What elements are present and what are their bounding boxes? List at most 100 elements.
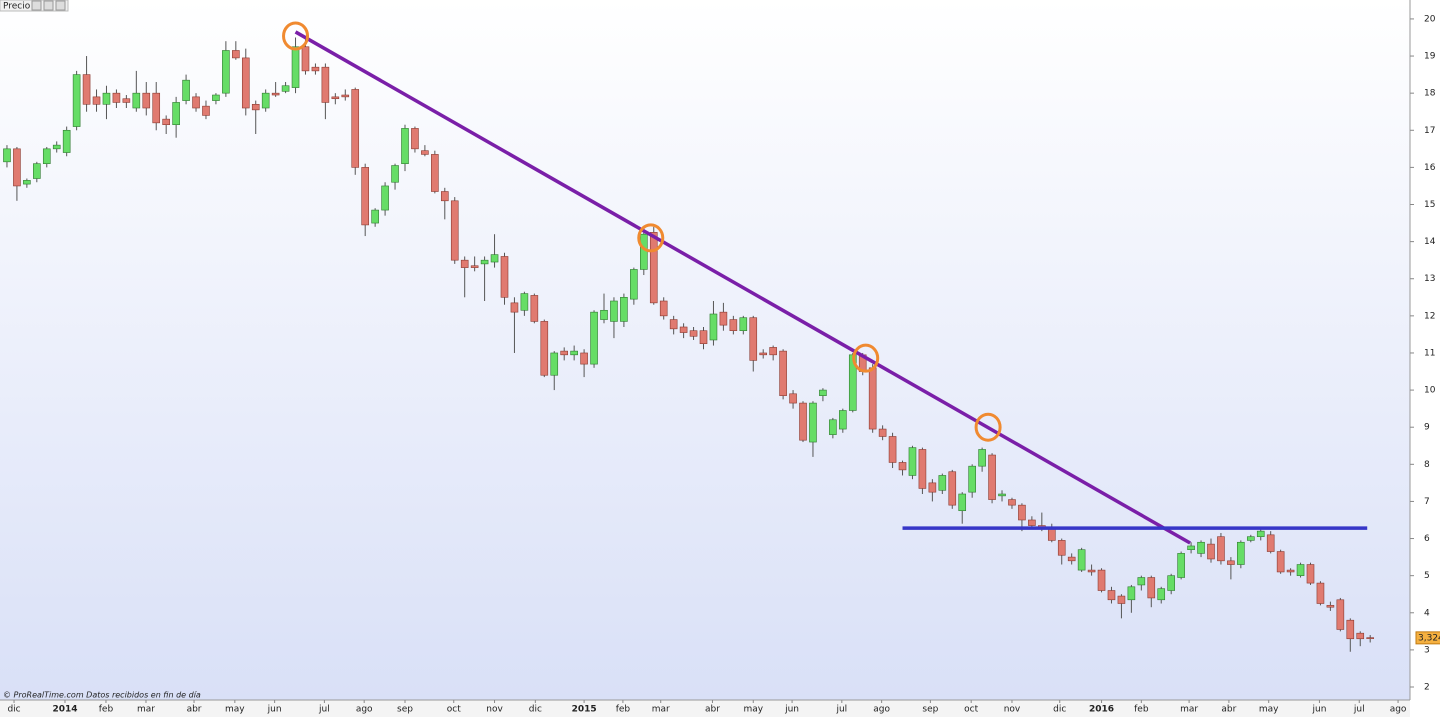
candle-body bbox=[888, 436, 897, 463]
candle-body bbox=[232, 50, 240, 59]
y-tick-label: 4 bbox=[1424, 608, 1430, 618]
candle-body bbox=[1097, 569, 1106, 591]
y-tick-label: 19 bbox=[1424, 52, 1436, 62]
candle-body bbox=[839, 410, 847, 430]
candle-body bbox=[590, 311, 598, 365]
candle-body bbox=[411, 128, 419, 150]
candle-body bbox=[600, 309, 608, 320]
candle-body bbox=[1207, 543, 1215, 560]
x-tick-label: 2016 bbox=[1089, 705, 1114, 715]
candle-body bbox=[431, 154, 439, 192]
y-tick-label: 15 bbox=[1424, 200, 1435, 210]
highlight-circle bbox=[282, 21, 310, 51]
x-tick-label: 2015 bbox=[572, 705, 597, 715]
candle-body bbox=[749, 317, 758, 361]
candle-body bbox=[33, 163, 41, 179]
candle-body bbox=[391, 165, 399, 183]
candle-body bbox=[1167, 575, 1175, 591]
candle-body bbox=[649, 232, 658, 304]
x-tick-label: may bbox=[743, 705, 763, 715]
candle-body bbox=[928, 482, 937, 493]
candle-body bbox=[1227, 560, 1235, 565]
x-tick-label: sep bbox=[922, 705, 938, 715]
candle-body bbox=[132, 92, 141, 109]
candle-body bbox=[72, 74, 81, 127]
candle-body bbox=[958, 493, 967, 512]
x-tick-label: jun bbox=[1311, 705, 1326, 715]
candle-body bbox=[1336, 599, 1345, 630]
y-tick-label: 6 bbox=[1424, 534, 1430, 544]
candle-body bbox=[1117, 595, 1126, 604]
candle-body bbox=[1306, 564, 1315, 584]
zoom-out-icon[interactable] bbox=[55, 0, 66, 11]
zoom-in-icon[interactable] bbox=[43, 0, 54, 11]
candle-body bbox=[1177, 553, 1185, 578]
candle-body bbox=[729, 319, 738, 331]
x-tick-label: oct bbox=[447, 705, 461, 715]
candle-body bbox=[23, 180, 31, 185]
x-tick-label: nov bbox=[486, 705, 503, 715]
candle-body bbox=[82, 74, 91, 105]
candle-body bbox=[699, 330, 708, 344]
candle-body bbox=[1346, 619, 1355, 640]
last-price-box bbox=[1415, 631, 1440, 645]
candle-body bbox=[351, 89, 360, 168]
x-tick-label: feb bbox=[99, 705, 114, 715]
tool-icon[interactable] bbox=[31, 0, 42, 11]
y-axis-area bbox=[1410, 0, 1440, 717]
y-tick-label: 14 bbox=[1424, 237, 1436, 247]
x-tick-label: feb bbox=[616, 705, 631, 715]
y-tick-label: 8 bbox=[1424, 460, 1430, 470]
highlight-circle bbox=[637, 223, 665, 253]
candle-body bbox=[789, 393, 797, 404]
candle-body bbox=[1057, 540, 1066, 556]
candle-body bbox=[192, 96, 200, 109]
candle-body bbox=[500, 256, 509, 298]
candle-body bbox=[202, 105, 210, 116]
candle-body bbox=[1107, 590, 1116, 601]
candle-body bbox=[122, 98, 131, 103]
candle-body bbox=[739, 317, 748, 331]
candle-body bbox=[679, 326, 688, 333]
candle-body bbox=[1018, 504, 1026, 521]
candle-body bbox=[1187, 545, 1195, 550]
highlight-circle bbox=[852, 343, 880, 373]
candle-body bbox=[829, 419, 837, 435]
candle-body bbox=[510, 302, 519, 313]
candle-body bbox=[1276, 551, 1285, 573]
candle-body bbox=[908, 447, 917, 476]
candle-body bbox=[669, 319, 678, 330]
candle-body bbox=[450, 200, 459, 261]
candle-body bbox=[640, 233, 648, 270]
candle-body bbox=[1326, 605, 1335, 608]
x-tick-label: jun bbox=[267, 705, 282, 715]
candle-body bbox=[162, 118, 170, 126]
trend-line bbox=[294, 30, 1191, 545]
candle-body bbox=[1316, 582, 1325, 604]
y-tick-label: 13 bbox=[1424, 274, 1435, 284]
last-price-label: 3,324 bbox=[1418, 633, 1440, 643]
x-tick-label: jul bbox=[318, 705, 330, 715]
candle-body bbox=[261, 92, 270, 109]
y-tick-label: 9 bbox=[1424, 423, 1430, 433]
candle-body bbox=[938, 475, 947, 491]
candle-body bbox=[212, 94, 220, 101]
candle-body bbox=[759, 352, 768, 356]
x-tick-label: jun bbox=[784, 705, 799, 715]
x-axis-area bbox=[0, 700, 1410, 717]
candle-body bbox=[271, 92, 280, 96]
candle-body bbox=[868, 367, 877, 430]
y-tick-label: 3 bbox=[1424, 645, 1430, 655]
candle-body bbox=[520, 293, 529, 311]
y-tick-label: 16 bbox=[1424, 163, 1436, 173]
candle-body bbox=[719, 311, 728, 326]
candle-body bbox=[241, 57, 250, 109]
candle-body bbox=[878, 428, 887, 437]
candle-body bbox=[1137, 577, 1146, 586]
x-tick-label: ago bbox=[873, 705, 890, 715]
plot-background bbox=[0, 0, 1410, 700]
x-tick-label: abr bbox=[1221, 705, 1236, 715]
candle-body bbox=[819, 389, 827, 396]
candle-body bbox=[172, 102, 180, 126]
candle-body bbox=[620, 296, 628, 322]
